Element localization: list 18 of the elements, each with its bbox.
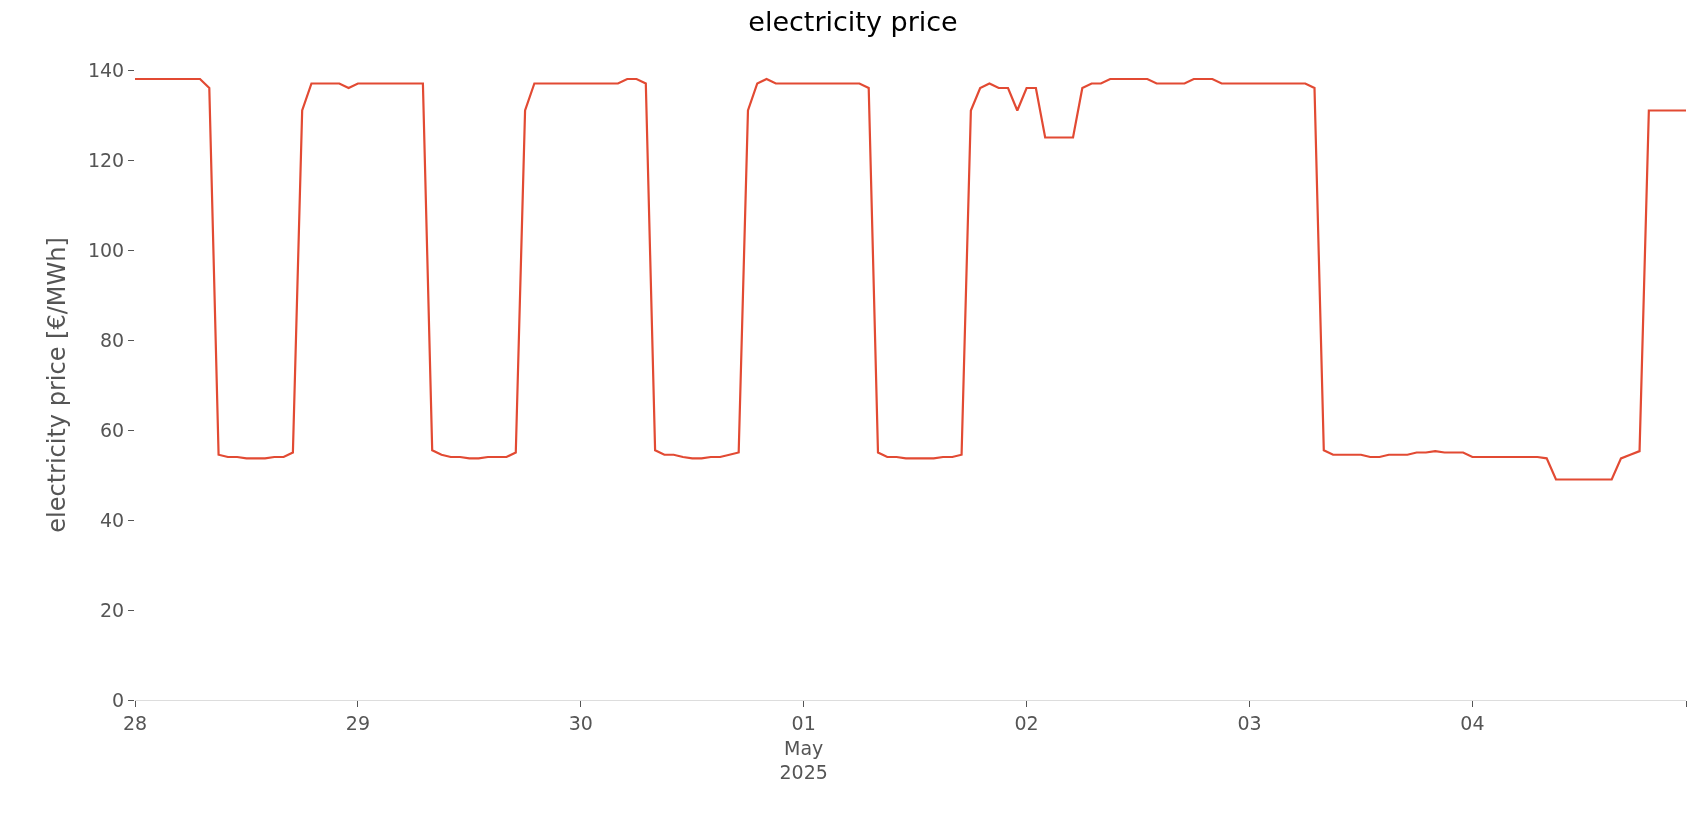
y-tick-label: 0 [112, 688, 125, 711]
x-tick-label: 30 [568, 711, 593, 734]
y-tick-label: 100 [87, 238, 125, 261]
y-tick-label: 20 [100, 598, 125, 621]
x-tick-label: 28 [122, 711, 148, 734]
x-tick-label: 29 [345, 711, 370, 734]
line-series [135, 77, 1686, 481]
x-tick-label: 01 May 2025 [779, 711, 828, 784]
y-tick-label: 80 [100, 328, 125, 351]
x-tick-label: 02 [1014, 711, 1039, 734]
y-tick-label: 140 [87, 58, 125, 81]
x-tick-label: 04 [1460, 711, 1485, 734]
y-tick-label: 40 [100, 508, 125, 531]
y-tick-label: 120 [87, 148, 125, 171]
chart-title: electricity price [748, 6, 958, 38]
x-tick-label: 03 [1237, 711, 1262, 734]
y-tick-label: 60 [100, 418, 125, 441]
y-axis-title: electricity price [€/MWh] [43, 237, 72, 533]
